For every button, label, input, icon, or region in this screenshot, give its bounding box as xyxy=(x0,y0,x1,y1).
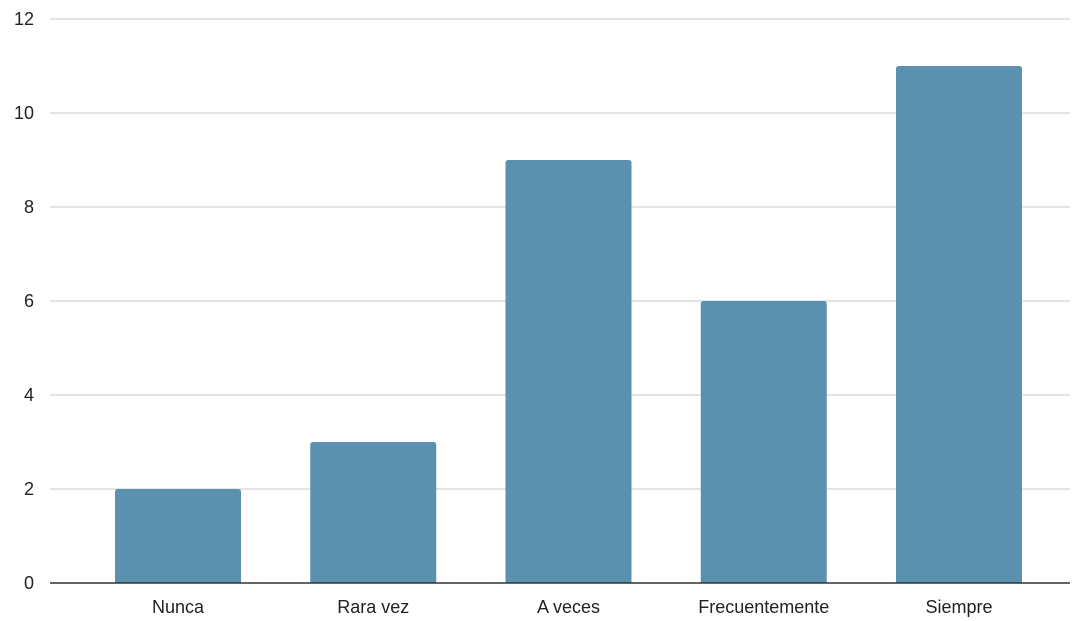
x-category-label: Frecuentemente xyxy=(698,597,829,617)
x-category-label: Siempre xyxy=(925,597,992,617)
y-tick-label: 6 xyxy=(24,291,34,311)
bar-frecuentemente xyxy=(700,301,827,583)
x-axis-labels: Nunca Rara vez A veces Frecuentemente Siempr… xyxy=(152,597,993,617)
x-category-label: Nunca xyxy=(152,597,205,617)
y-tick-label: 0 xyxy=(24,573,34,593)
bar-siempre xyxy=(896,66,1022,583)
y-tick-label: 12 xyxy=(14,9,34,29)
y-tick-label: 8 xyxy=(24,197,34,217)
bars xyxy=(115,66,1022,583)
y-tick-label: 2 xyxy=(24,479,34,499)
bar-nunca xyxy=(115,489,241,583)
x-category-label: Rara vez xyxy=(337,597,409,617)
y-tick-label: 4 xyxy=(24,385,34,405)
y-axis-ticks: 0 2 4 6 8 10 12 xyxy=(14,9,34,593)
bar-a-veces xyxy=(505,160,632,583)
y-tick-label: 10 xyxy=(14,103,34,123)
bar-rara-vez xyxy=(310,442,437,583)
x-category-label: A veces xyxy=(537,597,600,617)
